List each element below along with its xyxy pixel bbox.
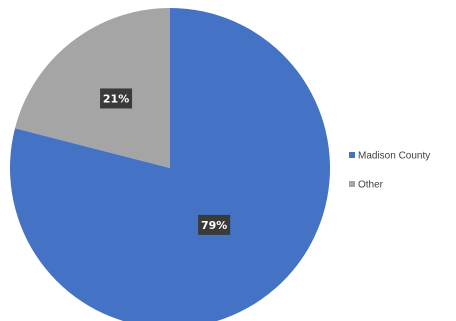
pie-slice-madison-county (10, 8, 330, 321)
data-label-background (100, 88, 133, 109)
pie-slice-other (15, 8, 171, 168)
legend: Madison County Other (349, 151, 430, 191)
data-label-text: 79% (201, 219, 227, 232)
legend-label: Madison County (358, 151, 430, 162)
data-labels: 79% 21% (100, 88, 231, 235)
data-label-background (198, 214, 231, 235)
legend-swatch (349, 152, 355, 158)
legend-label: Other (358, 180, 384, 191)
legend-item-other: Other (349, 180, 384, 191)
legend-swatch (349, 181, 355, 187)
pie-slices (10, 8, 330, 321)
data-label-madison-county: 79% (198, 214, 231, 235)
data-label-text: 21% (103, 92, 129, 105)
data-label-other: 21% (100, 88, 133, 109)
legend-item-madison-county: Madison County (349, 151, 430, 162)
